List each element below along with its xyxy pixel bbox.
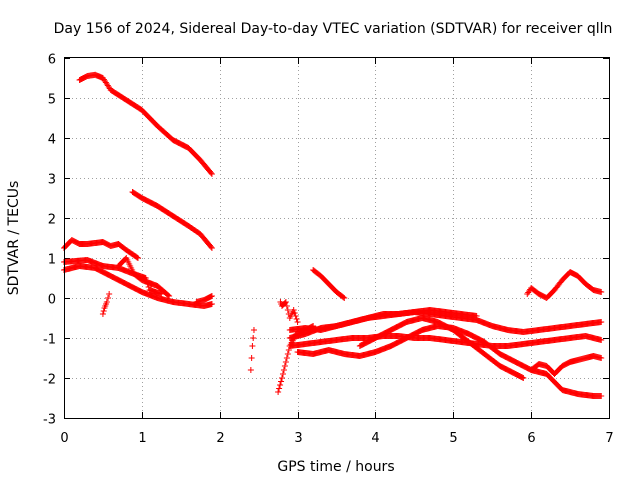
- data-point: [280, 367, 287, 373]
- data-point: [598, 319, 605, 325]
- y-tick-label: 5: [48, 93, 56, 108]
- data-point: [207, 169, 214, 176]
- y-tick-label: 0: [48, 293, 56, 308]
- series-arc-7: [99, 291, 113, 317]
- data-point: [598, 393, 605, 399]
- series-arc-1: [76, 71, 215, 177]
- series-arc-18: [524, 269, 605, 301]
- y-tick-label: -2: [43, 373, 56, 388]
- data-point: [207, 243, 214, 250]
- data-point: [142, 275, 149, 281]
- data-point: [100, 308, 107, 314]
- data-point: [279, 375, 285, 381]
- x-tick-label: 1: [138, 431, 146, 446]
- x-tick-label: 3: [294, 431, 302, 446]
- data-point: [291, 310, 298, 316]
- data-point: [285, 347, 292, 353]
- data-point: [284, 307, 291, 313]
- data-point: [293, 316, 300, 322]
- data-point: [341, 295, 348, 301]
- x-tick-label: 7: [605, 431, 613, 446]
- data-point: [250, 335, 257, 341]
- data-point: [290, 307, 297, 313]
- chart-title: Day 156 of 2024, Sidereal Day-to-day VTE…: [54, 21, 613, 37]
- x-tick-label: 0: [60, 431, 68, 446]
- data-point: [249, 343, 256, 349]
- data-point: [292, 313, 299, 319]
- data-point: [277, 382, 284, 388]
- x-axis-label: GPS time / hours: [277, 459, 394, 475]
- data-point: [143, 278, 150, 284]
- data-point: [281, 363, 288, 369]
- data-point: [598, 289, 605, 295]
- y-axis-label: SDTVAR / TECUs: [6, 181, 22, 296]
- data-point: [598, 355, 605, 361]
- series-arc-19: [528, 353, 605, 377]
- series-arc-15: [286, 333, 605, 349]
- data-point: [278, 378, 285, 385]
- data-point: [598, 337, 605, 343]
- data-points: [61, 71, 605, 399]
- data-point: [282, 299, 289, 305]
- data-point: [282, 359, 289, 365]
- y-tick-label: 2: [48, 213, 56, 228]
- data-point: [133, 254, 140, 261]
- data-point: [283, 303, 290, 309]
- data-point: [473, 313, 480, 319]
- data-point: [294, 319, 301, 325]
- y-axis-ticks: -3 -2 -1 0 1 2 3 4 5 6: [43, 53, 609, 428]
- data-point: [276, 385, 283, 392]
- series-arc-11: [277, 299, 301, 325]
- data-point: [248, 355, 255, 361]
- data-point: [208, 245, 215, 251]
- y-tick-label: 3: [48, 173, 56, 188]
- series-arc-8: [193, 293, 215, 305]
- data-point: [340, 294, 347, 301]
- data-point: [247, 367, 254, 373]
- series-arc-2: [129, 189, 215, 251]
- series-arc-14: [286, 307, 480, 333]
- data-point: [283, 355, 290, 361]
- x-tick-label: 6: [527, 431, 535, 446]
- data-point: [104, 295, 111, 301]
- data-point: [250, 327, 257, 333]
- y-tick-label: 6: [48, 53, 56, 68]
- series-arc-17: [356, 315, 527, 381]
- data-point: [520, 375, 527, 381]
- series-arc-12: [310, 267, 348, 301]
- data-point: [144, 281, 151, 287]
- x-axis-ticks: 0 1 2 3 4 5 6 7: [60, 58, 614, 446]
- data-point: [99, 311, 106, 317]
- x-tick-label: 4: [371, 431, 379, 446]
- x-tick-label: 5: [449, 431, 457, 446]
- data-point: [279, 371, 286, 377]
- data-point: [208, 301, 215, 307]
- y-tick-label: 4: [48, 133, 56, 148]
- x-tick-label: 2: [216, 431, 224, 446]
- data-point: [275, 389, 282, 395]
- y-tick-label: 1: [48, 253, 56, 268]
- series-arc-4: [61, 263, 215, 309]
- data-point: [145, 284, 152, 290]
- data-point: [208, 171, 215, 177]
- series-arc-16: [294, 323, 605, 399]
- data-point: [284, 351, 291, 357]
- data-point: [103, 299, 110, 305]
- data-point: [158, 291, 165, 297]
- data-point: [165, 292, 172, 299]
- data-point: [208, 293, 215, 299]
- y-tick-label: -1: [43, 333, 56, 348]
- series-arc-3: [61, 237, 141, 261]
- y-tick-label: -3: [43, 413, 56, 428]
- data-point: [166, 293, 173, 299]
- series-arc-6: [115, 255, 165, 297]
- data-point: [106, 291, 113, 297]
- series-arc-9: [247, 327, 257, 373]
- data-point: [134, 255, 141, 261]
- plot-frame: [64, 57, 610, 419]
